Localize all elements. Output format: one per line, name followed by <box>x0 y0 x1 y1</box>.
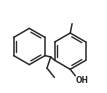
Text: OH: OH <box>76 76 89 85</box>
